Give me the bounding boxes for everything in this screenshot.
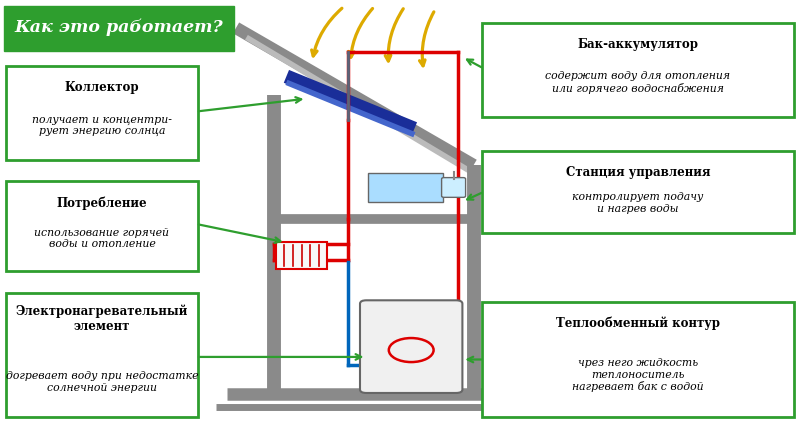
FancyBboxPatch shape bbox=[482, 302, 794, 417]
FancyBboxPatch shape bbox=[482, 151, 794, 233]
Text: догревает воду при недостатке
солнечной энергии: догревает воду при недостатке солнечной … bbox=[6, 371, 198, 393]
Text: Электронагревательный
элемент: Электронагревательный элемент bbox=[16, 305, 188, 333]
Text: Коллектор: Коллектор bbox=[65, 81, 139, 94]
Text: содержит воду для отопления
или горячего водоснабжения: содержит воду для отопления или горячего… bbox=[546, 71, 730, 94]
FancyBboxPatch shape bbox=[6, 293, 198, 417]
FancyBboxPatch shape bbox=[276, 242, 327, 269]
Text: контролирует подачу
и нагрев воды: контролирует подачу и нагрев воды bbox=[572, 192, 704, 214]
FancyBboxPatch shape bbox=[6, 66, 198, 160]
Text: использование горячей
воды и отопление: использование горячей воды и отопление bbox=[34, 228, 170, 249]
Text: получает и концентри-
рует энергию солнца: получает и концентри- рует энергию солнц… bbox=[32, 115, 172, 136]
Text: Теплообменный контур: Теплообменный контур bbox=[556, 317, 720, 330]
FancyBboxPatch shape bbox=[368, 173, 443, 202]
Text: чрез него жидкость
теплоноситель
нагревает бак с водой: чрез него жидкость теплоноситель нагрева… bbox=[572, 358, 704, 393]
FancyBboxPatch shape bbox=[4, 6, 234, 51]
Text: Бак-аккумулятор: Бак-аккумулятор bbox=[578, 38, 698, 51]
Text: Станция управления: Станция управления bbox=[566, 166, 710, 179]
FancyBboxPatch shape bbox=[6, 181, 198, 271]
Text: Как это работает?: Как это работает? bbox=[15, 19, 223, 36]
FancyBboxPatch shape bbox=[482, 23, 794, 117]
Text: Потребление: Потребление bbox=[57, 196, 147, 210]
FancyBboxPatch shape bbox=[442, 178, 466, 197]
FancyBboxPatch shape bbox=[360, 300, 462, 393]
